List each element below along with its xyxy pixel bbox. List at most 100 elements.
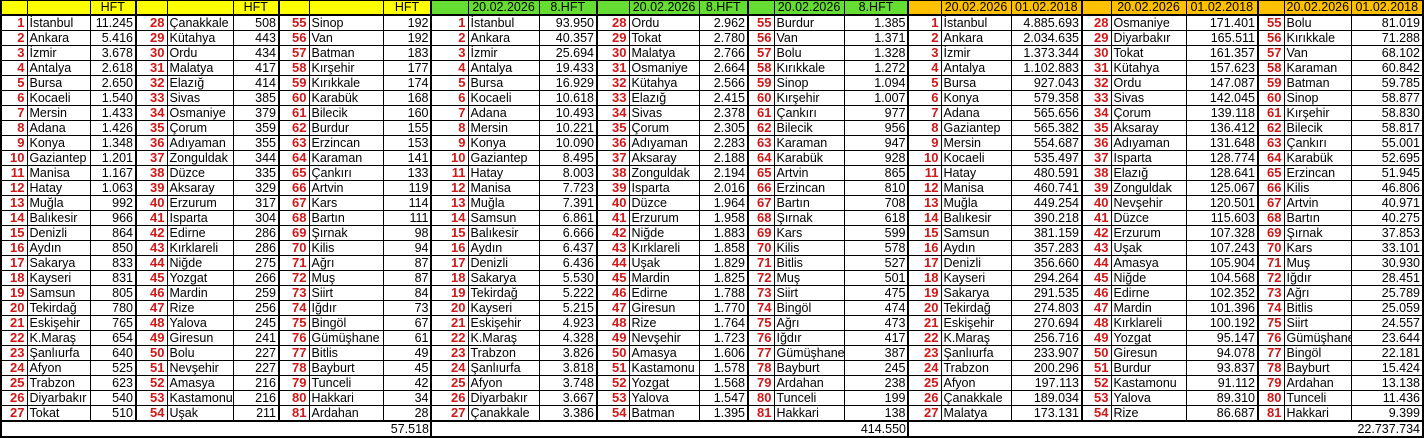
rank-cell[interactable]: 75 <box>1257 315 1285 331</box>
province-name-cell[interactable]: Ağrı <box>1283 285 1352 301</box>
province-name-cell[interactable]: Balıkesir <box>467 225 540 241</box>
province-name-cell[interactable]: Yozgat <box>1110 330 1187 346</box>
province-name-cell[interactable]: Bartın <box>308 210 384 226</box>
province-name-cell[interactable]: İzmir <box>940 45 1012 61</box>
rank-cell[interactable]: 6 <box>0 90 28 106</box>
value-cell[interactable]: 810 <box>843 180 909 196</box>
value-cell[interactable]: 3.667 <box>538 390 598 406</box>
value-cell[interactable]: 51.945 <box>1350 165 1424 181</box>
province-name-cell[interactable]: Uşak <box>166 405 234 422</box>
province-name-cell[interactable]: Aksaray <box>166 180 234 196</box>
value-cell[interactable]: 58.817 <box>1350 120 1424 136</box>
value-cell[interactable]: 359 <box>232 120 280 136</box>
value-cell[interactable]: 927.043 <box>1010 75 1083 91</box>
value-cell[interactable]: 1.094 <box>843 75 909 91</box>
column-header[interactable]: 8.HFT <box>538 0 598 16</box>
province-name-cell[interactable]: Kocaeli <box>940 150 1012 166</box>
value-cell[interactable]: 40.971 <box>1350 195 1424 211</box>
rank-cell[interactable]: 74 <box>1257 300 1285 316</box>
rank-cell[interactable]: 59 <box>1257 75 1285 91</box>
rank-cell[interactable]: 56 <box>278 30 310 46</box>
province-name-cell[interactable]: K.Maraş <box>467 330 540 346</box>
column-header[interactable]: 20.02.2026 <box>1110 0 1187 16</box>
province-name-cell[interactable]: Afyon <box>940 375 1012 391</box>
value-cell[interactable]: 84 <box>382 285 432 301</box>
rank-cell[interactable]: 69 <box>747 225 775 241</box>
value-cell[interactable]: 94.078 <box>1185 345 1259 361</box>
province-name-cell[interactable]: Kırıkkale <box>1283 30 1352 46</box>
rank-cell[interactable]: 42 <box>135 225 168 241</box>
province-name-cell[interactable]: Erzincan <box>773 180 845 196</box>
province-name-cell[interactable]: Sakarya <box>940 285 1012 301</box>
rank-cell[interactable]: 45 <box>1081 270 1112 286</box>
province-name-cell[interactable]: Artvin <box>1283 195 1352 211</box>
province-name-cell[interactable]: Batman <box>1283 75 1352 91</box>
province-name-cell[interactable]: Yalova <box>166 315 234 331</box>
value-cell[interactable]: 111 <box>382 210 432 226</box>
value-cell[interactable]: 211 <box>232 405 280 422</box>
province-name-cell[interactable]: Konya <box>467 135 540 151</box>
rank-cell[interactable]: 70 <box>1257 240 1285 256</box>
value-cell[interactable]: 473 <box>843 315 909 331</box>
province-name-cell[interactable]: Van <box>308 30 384 46</box>
province-name-cell[interactable]: Giresun <box>1110 345 1187 361</box>
value-cell[interactable]: 238 <box>843 375 909 391</box>
column-header[interactable] <box>308 0 384 16</box>
column-header[interactable]: HFT <box>89 0 137 16</box>
rank-cell[interactable]: 65 <box>1257 165 1285 181</box>
rank-cell[interactable]: 37 <box>1081 150 1112 166</box>
province-name-cell[interactable]: Denizli <box>26 225 91 241</box>
rank-cell[interactable]: 60 <box>278 90 310 106</box>
value-cell[interactable]: 22.181 <box>1350 345 1424 361</box>
value-cell[interactable]: 379 <box>232 105 280 121</box>
rank-cell[interactable]: 77 <box>1257 345 1285 361</box>
value-cell[interactable]: 245 <box>843 360 909 376</box>
rank-cell[interactable]: 49 <box>1081 330 1112 346</box>
value-cell[interactable]: 227 <box>232 345 280 361</box>
value-cell[interactable]: 414 <box>232 75 280 91</box>
value-cell[interactable]: 317 <box>232 195 280 211</box>
rank-cell[interactable]: 58 <box>747 60 775 76</box>
rank-cell[interactable]: 56 <box>747 30 775 46</box>
rank-cell[interactable]: 39 <box>596 180 630 196</box>
column-header[interactable] <box>596 0 630 16</box>
province-name-cell[interactable]: Isparta <box>1110 150 1187 166</box>
province-name-cell[interactable]: Bayburt <box>1283 360 1352 376</box>
value-cell[interactable]: 107.328 <box>1185 225 1259 241</box>
province-name-cell[interactable]: Adana <box>467 105 540 121</box>
province-name-cell[interactable]: Kilis <box>308 240 384 256</box>
empty-cell[interactable] <box>1 420 383 438</box>
value-cell[interactable]: 30.930 <box>1350 255 1424 271</box>
rank-cell[interactable]: 27 <box>907 405 942 422</box>
rank-cell[interactable]: 41 <box>135 210 168 226</box>
value-cell[interactable]: 2.618 <box>89 60 137 76</box>
province-name-cell[interactable]: Ardahan <box>308 405 384 422</box>
province-name-cell[interactable]: Kilis <box>773 240 845 256</box>
province-name-cell[interactable]: Tekirdağ <box>26 300 91 316</box>
rank-cell[interactable]: 31 <box>596 60 630 76</box>
rank-cell[interactable]: 74 <box>747 300 775 316</box>
province-name-cell[interactable]: İstanbul <box>467 14 540 31</box>
province-name-cell[interactable]: Afyon <box>26 360 91 376</box>
province-name-cell[interactable]: İzmir <box>467 45 540 61</box>
value-cell[interactable]: 2.188 <box>698 150 749 166</box>
column-header[interactable] <box>166 0 234 16</box>
rank-cell[interactable]: 7 <box>430 105 469 121</box>
rank-cell[interactable]: 72 <box>747 270 775 286</box>
province-name-cell[interactable]: Kırşehir <box>773 90 845 106</box>
value-cell[interactable]: 128.774 <box>1185 150 1259 166</box>
province-name-cell[interactable]: Van <box>1283 45 1352 61</box>
province-name-cell[interactable]: Bursa <box>26 75 91 91</box>
rank-cell[interactable]: 79 <box>278 375 310 391</box>
province-name-cell[interactable]: Bursa <box>940 75 1012 91</box>
value-cell[interactable]: 2.194 <box>698 165 749 181</box>
province-name-cell[interactable]: Kırıkkale <box>308 75 384 91</box>
value-cell[interactable]: 100.192 <box>1185 315 1259 331</box>
province-name-cell[interactable]: Şanlıurfa <box>26 345 91 361</box>
value-cell[interactable]: 199 <box>843 390 909 406</box>
value-cell[interactable]: 385 <box>232 90 280 106</box>
value-cell[interactable]: 270.694 <box>1010 315 1083 331</box>
value-cell[interactable]: 183 <box>382 45 432 61</box>
value-cell[interactable]: 13.138 <box>1350 375 1424 391</box>
province-name-cell[interactable]: Sakarya <box>26 255 91 271</box>
